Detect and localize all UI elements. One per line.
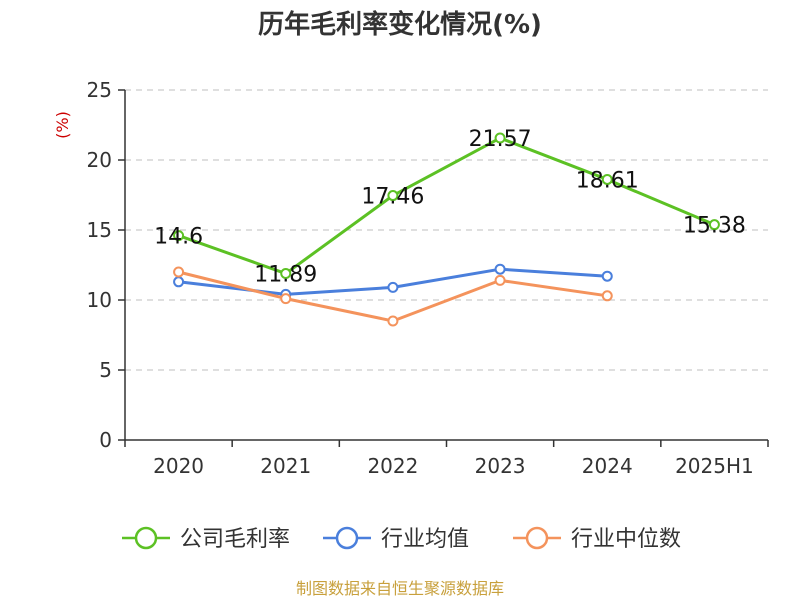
legend: 公司毛利率 行业均值 行业中位数 <box>122 526 681 552</box>
legend-marker-2 <box>525 526 549 550</box>
legend-marker-0 <box>134 526 158 550</box>
source-note: 制图数据来自恒生聚源数据库 <box>296 579 504 598</box>
x-tick-label-2022: 2022 <box>367 454 418 478</box>
point-2-2024 <box>601 290 613 302</box>
data-label-2020: 14.6 <box>154 225 203 250</box>
chart-title: 历年毛利率变化情况(%) <box>258 9 542 40</box>
point-0-2021 <box>280 268 292 280</box>
point-0-2022 <box>387 190 399 202</box>
point-1-2022 <box>387 281 399 293</box>
data-label-2024: 18.61 <box>576 168 639 193</box>
y-tick-label-20: 20 <box>87 148 112 172</box>
grid-lines <box>125 89 768 371</box>
point-2-2021 <box>280 293 292 305</box>
data-label-2023: 21.57 <box>469 127 532 152</box>
legend-label-2: 行业中位数 <box>571 527 681 552</box>
series-line-2 <box>178 270 608 323</box>
axes: 0 5 10 15 20 25 2020 2021 2022 2023 2024 2025H1 <box>87 78 769 478</box>
point-1-2023 <box>494 263 506 275</box>
data-label-2025H1: 15.38 <box>683 214 746 239</box>
x-tick-label-2023: 2023 <box>475 454 526 478</box>
point-0-2025H1 <box>708 219 720 231</box>
x-tick-label-2025H1: 2025H1 <box>675 454 754 478</box>
y-tick-label-5: 5 <box>99 358 112 382</box>
point-0-2020 <box>173 230 185 242</box>
legend-label-0: 公司毛利率 <box>180 527 290 552</box>
x-tick-label-2020: 2020 <box>153 454 204 478</box>
point-2-2023 <box>494 274 506 286</box>
x-tick-label-2021: 2021 <box>260 454 311 478</box>
point-0-2024 <box>601 173 613 185</box>
data-label-2021: 11.89 <box>254 263 317 288</box>
data-labels: 14.6 11.89 17.46 21.57 18.61 15.38 <box>154 127 746 288</box>
y-tick-label-10: 10 <box>87 288 112 312</box>
point-1-2020 <box>173 276 185 288</box>
y-tick-label-25: 25 <box>87 78 112 102</box>
point-0-2023 <box>494 132 506 144</box>
point-1-2024 <box>601 270 613 282</box>
x-tick-label-2024: 2024 <box>582 454 633 478</box>
series-line-0 <box>178 136 715 276</box>
legend-label-1: 行业均值 <box>381 527 469 552</box>
data-label-2022: 17.46 <box>361 185 424 210</box>
legend-marker-1 <box>335 526 359 550</box>
y-axis-unit: (%) <box>53 111 72 139</box>
y-tick-label-15: 15 <box>87 218 112 242</box>
point-2-2020 <box>173 266 185 278</box>
y-tick-label-0: 0 <box>99 428 112 452</box>
point-2-2022 <box>387 315 399 327</box>
series-layer <box>173 132 720 327</box>
